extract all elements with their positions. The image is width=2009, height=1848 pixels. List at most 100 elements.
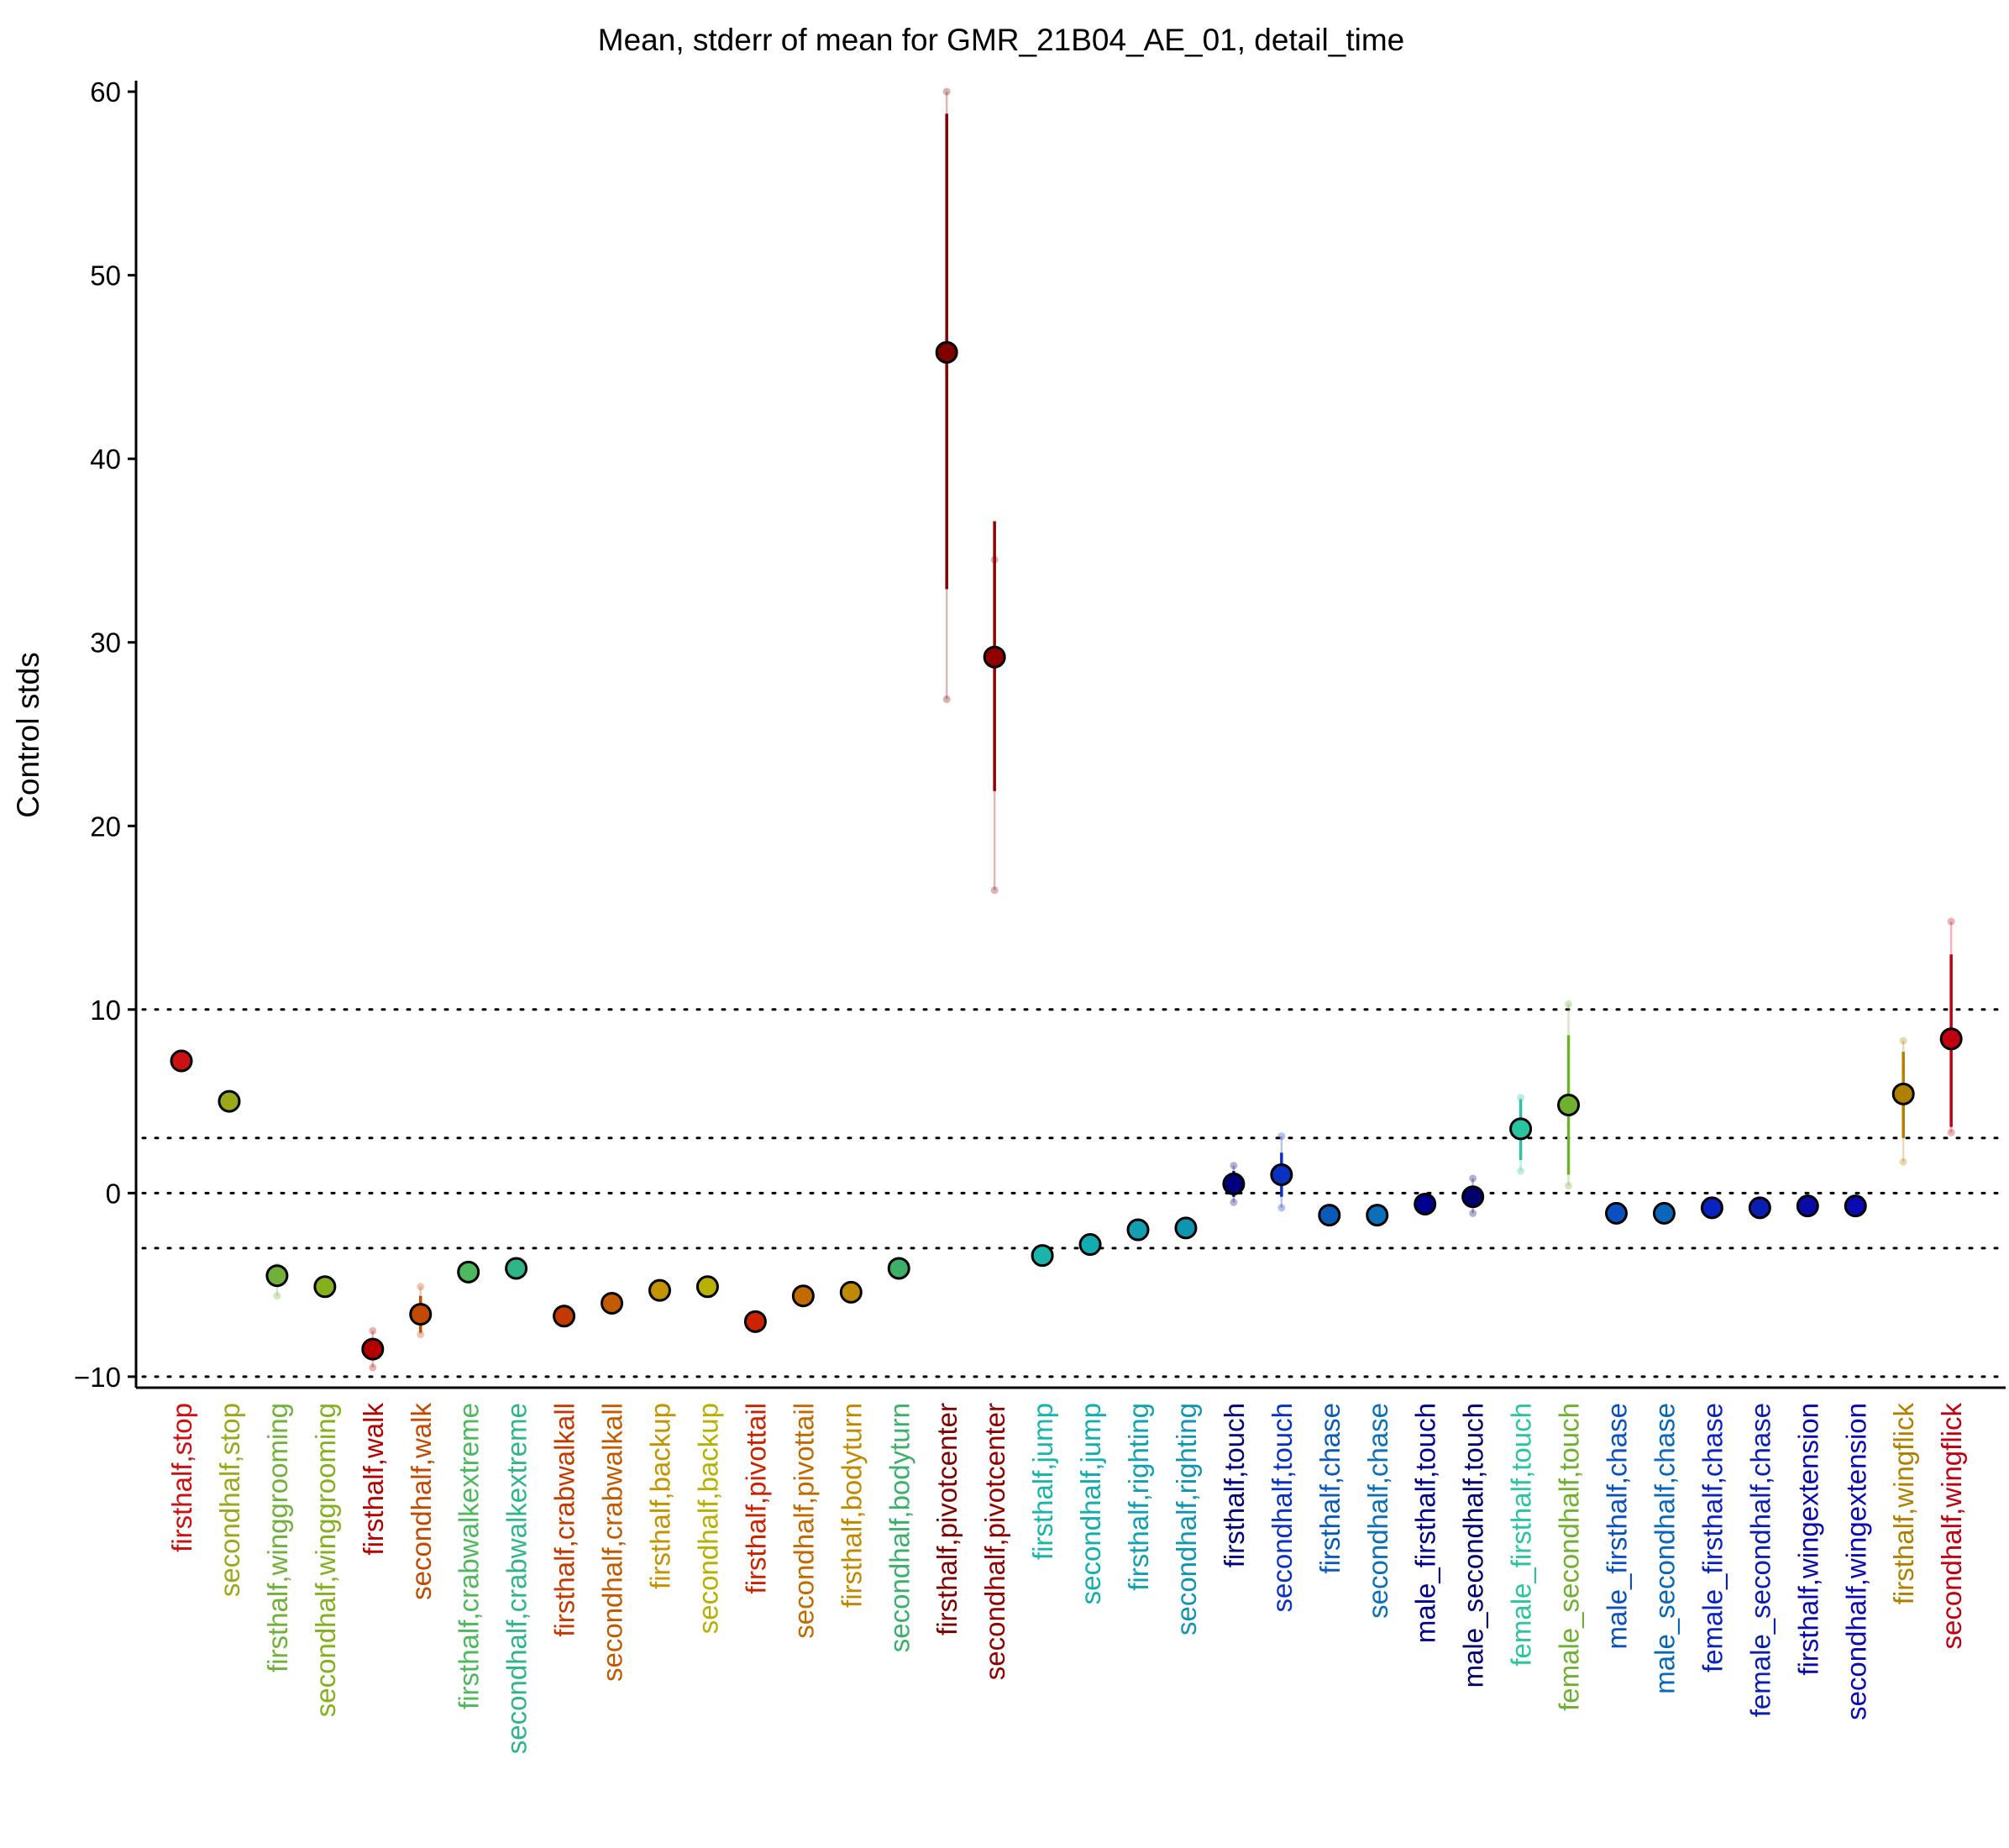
chart-title: Mean, stderr of mean for GMR_21B04_AE_01… <box>598 23 1404 57</box>
run-point <box>1277 1204 1286 1212</box>
x-tick-label: firsthalf,bodyturn <box>836 1403 867 1608</box>
mean-point <box>1700 1196 1723 1220</box>
data-point-group <box>839 1280 863 1304</box>
x-tick-label: secondhalf,backup <box>692 1403 723 1634</box>
mean-point <box>1748 1196 1771 1220</box>
run-point <box>417 1283 425 1291</box>
y-tick-label: 20 <box>90 811 121 842</box>
data-point-group <box>1796 1194 1819 1218</box>
y-tick-label: 0 <box>106 1178 121 1209</box>
data-point-group <box>1414 1192 1437 1215</box>
x-tick-label: firsthalf,stop <box>166 1403 197 1552</box>
mean-point <box>1318 1204 1341 1227</box>
mean-point <box>265 1264 289 1288</box>
x-tick-label: secondhalf,crabwalkextreme <box>501 1403 532 1754</box>
data-point-group <box>313 1275 337 1299</box>
mean-point <box>1939 1027 1963 1051</box>
data-point-group <box>553 1305 576 1328</box>
run-point <box>990 886 999 895</box>
data-point-group <box>791 1284 815 1308</box>
x-tick-label: secondhalf,wingflick <box>1936 1403 1967 1650</box>
data-point-group <box>1461 1174 1485 1217</box>
data-point-group <box>983 521 1006 895</box>
mean-point <box>983 645 1006 669</box>
run-point <box>1947 917 1955 926</box>
run-point <box>942 87 951 96</box>
run-point <box>1517 1167 1525 1175</box>
x-tick-label: female_firsthalf,chase <box>1697 1403 1728 1672</box>
data-point-group <box>1605 1201 1628 1225</box>
data-point-group <box>1844 1194 1867 1218</box>
data-point-group <box>1031 1244 1054 1268</box>
mean-point <box>1174 1216 1198 1240</box>
x-tick-label: firsthalf,touch <box>1219 1403 1250 1567</box>
mean-point <box>313 1275 337 1299</box>
run-point <box>1230 1162 1238 1170</box>
data-point-group <box>1078 1233 1102 1257</box>
data-point-group <box>1270 1132 1293 1212</box>
mean-point <box>887 1257 910 1280</box>
x-tick-label: firsthalf,crabwalkall <box>549 1403 580 1637</box>
data-point-group <box>505 1257 528 1280</box>
mean-point <box>1270 1163 1293 1186</box>
run-point <box>1469 1174 1477 1183</box>
mean-point <box>601 1291 624 1315</box>
x-tick-label: female_secondhalf,touch <box>1554 1403 1585 1711</box>
x-tick-label: secondhalf,bodyturn <box>884 1403 915 1652</box>
mean-point <box>1078 1233 1102 1257</box>
x-tick-label: secondhalf,jump <box>1075 1403 1106 1604</box>
x-tick-label: secondhalf,winggrooming <box>310 1403 341 1717</box>
mean-point <box>1652 1201 1676 1225</box>
mean-point <box>695 1275 719 1299</box>
x-tick-label: firsthalf,backup <box>645 1403 676 1589</box>
y-tick-label: 60 <box>90 76 121 108</box>
run-point <box>1469 1209 1477 1217</box>
x-tick-label: secondhalf,pivotcenter <box>979 1403 1010 1680</box>
data-point-group <box>265 1263 289 1300</box>
run-point <box>1517 1094 1525 1102</box>
data-point-group <box>1557 1000 1581 1190</box>
mean-point <box>1366 1204 1389 1227</box>
x-tick-label: firsthalf,wingextension <box>1792 1403 1823 1676</box>
mean-point <box>743 1310 767 1333</box>
x-tick-label: female_secondhalf,chase <box>1744 1403 1776 1717</box>
mean-point <box>935 340 958 364</box>
data-point-group <box>1222 1162 1246 1206</box>
data-point-group <box>887 1257 910 1280</box>
x-tick-labels: firsthalf,stop secondhalf,stop firsthalf,w… <box>166 1403 1967 1755</box>
x-tick-label: male_firsthalf,chase <box>1602 1403 1633 1649</box>
y-tick-label: 10 <box>90 995 121 1026</box>
data-point-group <box>1652 1201 1676 1225</box>
mean-point <box>1509 1117 1533 1141</box>
run-point <box>1565 1000 1573 1008</box>
x-tick-label: firsthalf,chase <box>1314 1403 1345 1574</box>
mean-point <box>1605 1201 1628 1225</box>
run-point <box>942 695 951 703</box>
mean-point <box>1126 1218 1150 1242</box>
x-tick-label: secondhalf,righting <box>1171 1403 1202 1635</box>
data-point-group <box>1509 1094 1533 1175</box>
data-point-group <box>457 1260 480 1284</box>
x-tick-label: secondhalf,walk <box>406 1403 437 1600</box>
run-point <box>1899 1158 1907 1166</box>
data-point-group <box>695 1275 719 1299</box>
x-tick-label: female_firsthalf,touch <box>1506 1403 1537 1667</box>
mean-point <box>170 1049 193 1073</box>
data-point-group <box>601 1291 624 1315</box>
mean-point <box>648 1278 671 1302</box>
mean-point <box>1222 1172 1246 1195</box>
y-tick-label: 40 <box>90 444 121 475</box>
mean-point <box>1031 1244 1054 1268</box>
x-tick-label: secondhalf,touch <box>1267 1403 1298 1613</box>
mean-point <box>1891 1082 1915 1105</box>
x-tick-label: secondhalf,stop <box>214 1403 245 1597</box>
x-tick-label: secondhalf,crabwalkall <box>597 1403 628 1682</box>
mean-point <box>505 1257 528 1280</box>
mean-point <box>218 1089 241 1113</box>
x-tick-label: firsthalf,walk <box>358 1403 389 1556</box>
mean-point <box>1557 1093 1581 1116</box>
x-tick-label: male_secondhalf,chase <box>1649 1403 1680 1694</box>
x-tick-label: secondhalf,pivottail <box>788 1403 819 1639</box>
data-point-group <box>1174 1216 1198 1240</box>
